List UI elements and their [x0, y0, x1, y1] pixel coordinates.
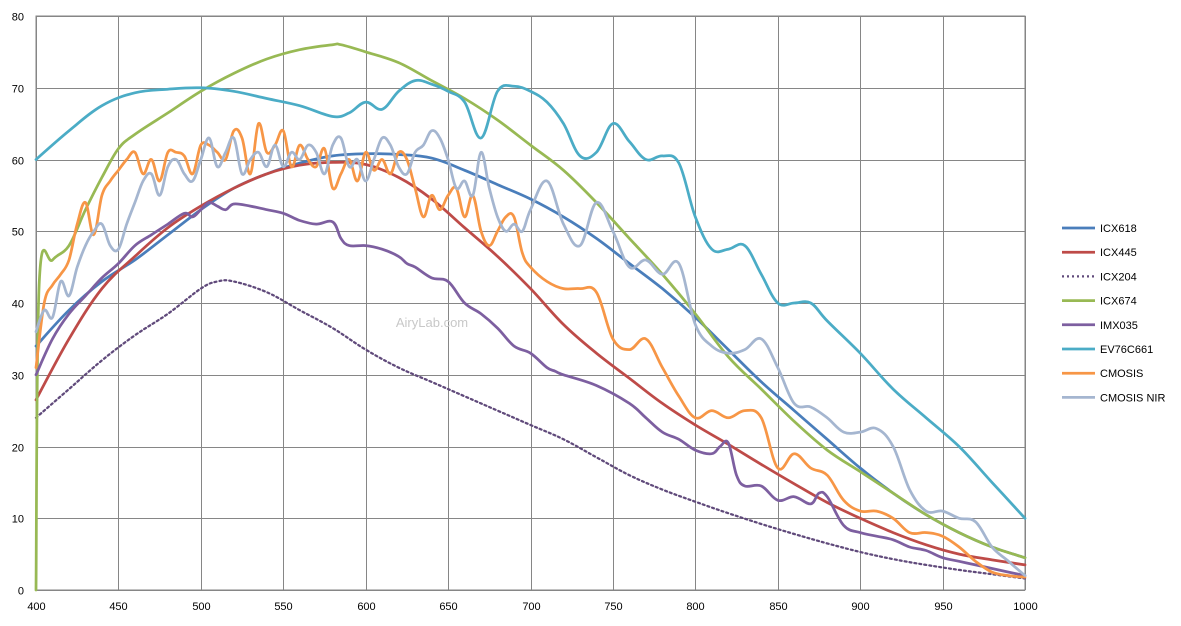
x-tick-label: 800: [686, 601, 704, 613]
y-tick-label: 80: [12, 12, 24, 24]
x-tick-label: 700: [522, 601, 540, 613]
series-line-imx035: [34, 201, 1027, 577]
y-tick-label: 30: [12, 371, 24, 383]
series-line-icx674: [34, 42, 1027, 592]
x-tick-label: 500: [192, 601, 210, 613]
legend-label-icx204: ICX204: [1100, 271, 1137, 283]
watermark-text: AiryLab.com: [396, 315, 468, 330]
legend-label-icx445: ICX445: [1100, 247, 1137, 259]
x-tick-label: 850: [769, 601, 787, 613]
y-tick-label: 60: [12, 156, 24, 168]
x-tick-label: 750: [604, 601, 622, 613]
y-tick-label: 70: [12, 84, 24, 96]
y-tick-label: 50: [12, 227, 24, 239]
y-tick-label: 0: [18, 586, 24, 598]
x-tick-label: 950: [934, 601, 952, 613]
x-tick-label: 450: [109, 601, 127, 613]
series-line-icx445: [34, 160, 1027, 567]
legend-label-imx035: IMX035: [1100, 320, 1138, 332]
x-tick-label: 550: [274, 601, 292, 613]
x-tick-label: 400: [27, 601, 45, 613]
legend-label-icx618: ICX618: [1100, 223, 1137, 235]
legend-label-cmosis-nir: CMOSIS NIR: [1100, 392, 1165, 404]
grid: [35, 15, 1026, 591]
legend-label-icx674: ICX674: [1100, 296, 1137, 308]
legend-label-ev76c661: EV76C661: [1100, 344, 1153, 356]
series-line-cmosis: [34, 122, 1027, 579]
series-line-ev76c661: [34, 78, 1027, 520]
axes: 400 450 500 550 600 650 700 750 800 850 900 950 1000…: [12, 12, 1038, 614]
x-tick-label: 650: [439, 601, 457, 613]
x-tick-label: 900: [851, 601, 869, 613]
series-group: [34, 42, 1027, 592]
x-tick-label: 600: [357, 601, 375, 613]
series-line-cmosis-nir: [34, 129, 1027, 577]
y-tick-label: 20: [12, 443, 24, 455]
legend: ICX618 ICX445 ICX204 ICX674 IMX035 EV76C661 CM…: [1062, 223, 1165, 404]
x-tick-label: 1000: [1013, 601, 1037, 613]
series-line-icx204: [34, 279, 1027, 580]
y-tick-label: 10: [12, 514, 24, 526]
y-tick-label: 40: [12, 299, 24, 311]
legend-label-cmosis: CMOSIS: [1100, 368, 1143, 380]
